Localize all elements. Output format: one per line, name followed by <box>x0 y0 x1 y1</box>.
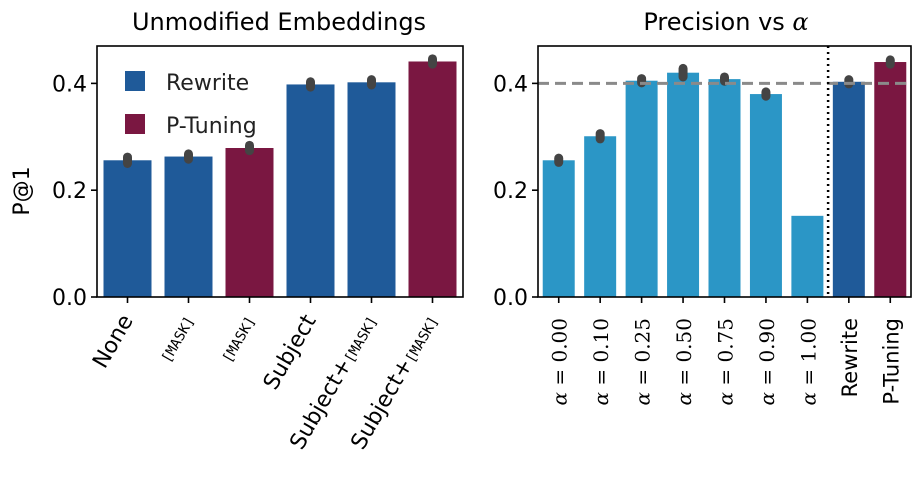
left-x-tick-labels: None [MASK] [MASK] SubjectSubject+[MASK]Sub… <box>88 310 442 454</box>
x-tick-label-text: Rewrite <box>838 318 862 397</box>
legend-label-ptuning: P-Tuning <box>166 114 257 139</box>
bar <box>749 94 782 297</box>
x-tick-label: Rewrite <box>838 318 862 397</box>
y-tick-label: 0.2 <box>493 179 528 204</box>
legend-swatch-ptuning <box>125 114 145 134</box>
right-panel: Precision vs α 0.00.20.4 α = 0.00α = 0.1… <box>493 8 912 406</box>
x-tick-label-value: 0.25 <box>631 318 655 363</box>
bar <box>708 79 741 297</box>
x-tick-label-text: Subject <box>259 310 322 394</box>
bar <box>286 84 335 297</box>
left-y-ticks: 0.0 0.2 0.4 <box>52 72 434 311</box>
left-y-axis-label: P@1 <box>10 166 35 215</box>
x-tick-label: α = 0.25 <box>631 318 655 406</box>
x-tick-label-text: Subject+ <box>346 354 418 454</box>
left-chart-title: Unmodified Embeddings <box>132 8 426 36</box>
x-tick-label: P-Tuning <box>879 318 903 405</box>
x-tick-label-alpha: α <box>755 392 779 406</box>
legend: Rewrite P-Tuning <box>125 71 257 139</box>
x-tick-label-mono: [MASK] <box>403 314 442 366</box>
right-y-ticks: 0.0 0.2 0.4 <box>493 72 892 311</box>
x-tick-label-eq: = <box>589 363 613 392</box>
x-tick-label: α = 0.00 <box>548 318 572 406</box>
x-tick-label: α = 0.10 <box>589 318 613 406</box>
x-tick-label-value: 1.00 <box>796 318 820 363</box>
x-tick-label: [MASK] <box>159 314 198 366</box>
y-tick-label: 0.2 <box>52 179 87 204</box>
x-tick-label: None <box>88 311 138 373</box>
y-tick-label: 0.4 <box>493 72 528 97</box>
right-bars <box>542 55 907 298</box>
bar <box>667 72 700 298</box>
x-tick-label-eq: = <box>672 363 696 392</box>
right-x-tick-labels: α = 0.00α = 0.10α = 0.25α = 0.50α = 0.75… <box>548 318 904 406</box>
y-tick-label: 0.0 <box>52 286 87 311</box>
x-tick-label-alpha: α <box>796 392 820 406</box>
x-tick-label-alpha: α <box>631 392 655 406</box>
bar <box>164 156 213 297</box>
bar <box>347 82 396 297</box>
bar <box>225 148 274 297</box>
x-tick-label-value: 0.75 <box>714 318 738 363</box>
x-tick-label-eq: = <box>548 363 572 392</box>
x-tick-label: α = 0.75 <box>714 318 738 406</box>
x-tick-label-alpha: α <box>589 392 613 406</box>
x-tick-label-value: 0.90 <box>755 318 779 363</box>
x-tick-label-text: None <box>88 311 138 373</box>
x-tick-label-text: P-Tuning <box>879 318 903 405</box>
bar <box>408 61 457 298</box>
bar <box>791 215 824 297</box>
x-tick-label: Subject <box>259 310 322 394</box>
x-tick-label-mono: [MASK] <box>220 314 259 366</box>
x-tick-label-eq: = <box>755 363 779 392</box>
right-chart-title: Precision vs α <box>643 8 808 36</box>
x-tick-label: α = 0.90 <box>755 318 779 406</box>
left-plot-frame <box>96 45 464 298</box>
legend-swatch-rewrite <box>125 71 145 91</box>
x-tick-label-mono: [MASK] <box>342 314 381 366</box>
x-tick-label-alpha: α <box>714 392 738 406</box>
x-tick-label-alpha: α <box>548 392 572 406</box>
x-tick-label-value: 0.10 <box>589 318 613 363</box>
x-tick-label-eq: = <box>631 363 655 392</box>
x-tick-label-eq: = <box>714 363 738 392</box>
bar <box>584 136 617 297</box>
right-plot-frame <box>537 45 912 298</box>
x-tick-label-mono: [MASK] <box>159 314 198 366</box>
y-tick-label: 0.0 <box>493 286 528 311</box>
x-tick-label-text: Subject+ <box>285 354 357 454</box>
bar <box>874 62 907 298</box>
x-tick-label-alpha: α <box>672 392 696 406</box>
x-tick-label-value: 0.00 <box>548 318 572 363</box>
x-tick-label: [MASK] <box>220 314 259 366</box>
right-title-text: Precision vs <box>643 8 792 36</box>
left-bars <box>103 54 457 298</box>
bar <box>542 160 575 297</box>
left-panel: Unmodified Embeddings P@1 0.0 0.2 0.4 None… <box>10 8 464 454</box>
x-tick-label-eq: = <box>796 363 820 392</box>
x-tick-label: α = 0.50 <box>672 318 696 406</box>
y-tick-label: 0.4 <box>52 72 87 97</box>
legend-label-rewrite: Rewrite <box>166 71 249 96</box>
bar <box>832 81 865 297</box>
right-title-alpha: α <box>792 8 808 36</box>
x-tick-label-value: 0.50 <box>672 318 696 363</box>
bar <box>103 160 152 297</box>
x-tick-label: α = 1.00 <box>796 318 820 406</box>
bar <box>625 80 658 297</box>
